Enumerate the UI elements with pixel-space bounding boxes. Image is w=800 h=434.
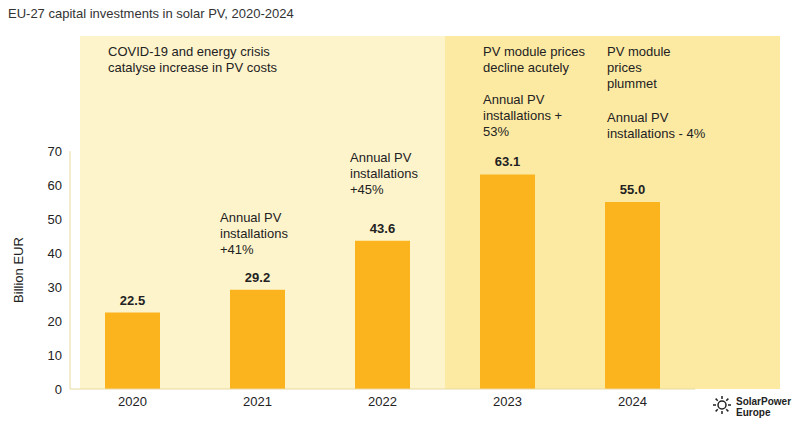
svg-text:2021: 2021 — [243, 394, 272, 409]
svg-text:20: 20 — [48, 314, 62, 329]
html-text:EU-27 capital investments in s: EU-27 capital investments in solar PV, 2… — [8, 6, 294, 21]
html-text:COVID-19 and energy crisis cat: COVID-19 and energy crisis catalyse incr… — [108, 44, 278, 75]
html-text:Annual PV installations +45%: Annual PV installations +45% — [350, 150, 418, 197]
html-text:Annual PV installations + 53%: Annual PV installations + 53% — [483, 92, 563, 139]
svg-text:63.1: 63.1 — [495, 154, 520, 169]
svg-text:30: 30 — [48, 280, 62, 295]
svg-text:2023: 2023 — [493, 394, 522, 409]
svg-text:2024: 2024 — [618, 394, 647, 409]
svg-text:43.6: 43.6 — [370, 221, 395, 236]
svg-text:40: 40 — [48, 246, 62, 261]
html-text:PV module prices decline acute: PV module prices decline acutely — [483, 44, 585, 75]
svg-text:50: 50 — [48, 212, 62, 227]
svg-text:70: 70 — [48, 144, 62, 159]
svg-text:2020: 2020 — [118, 394, 147, 409]
svg-text:Billion EUR: Billion EUR — [11, 237, 26, 303]
svg-text:2022: 2022 — [368, 394, 397, 409]
html-text:PV module prices plummet: PV module prices plummet — [607, 44, 671, 91]
html-text:SolarPower Europe: SolarPower Europe — [736, 396, 791, 418]
html-text:Annual PV installations - 4%: Annual PV installations - 4% — [607, 110, 706, 141]
svg-text:0: 0 — [55, 382, 62, 397]
svg-text:55.0: 55.0 — [620, 182, 645, 197]
svg-text:29.2: 29.2 — [245, 270, 270, 285]
svg-text:60: 60 — [48, 178, 62, 193]
svg-text:10: 10 — [48, 348, 62, 363]
html-text:Annual PV installations +41%: Annual PV installations +41% — [220, 210, 288, 257]
svg-text:22.5: 22.5 — [120, 293, 145, 308]
